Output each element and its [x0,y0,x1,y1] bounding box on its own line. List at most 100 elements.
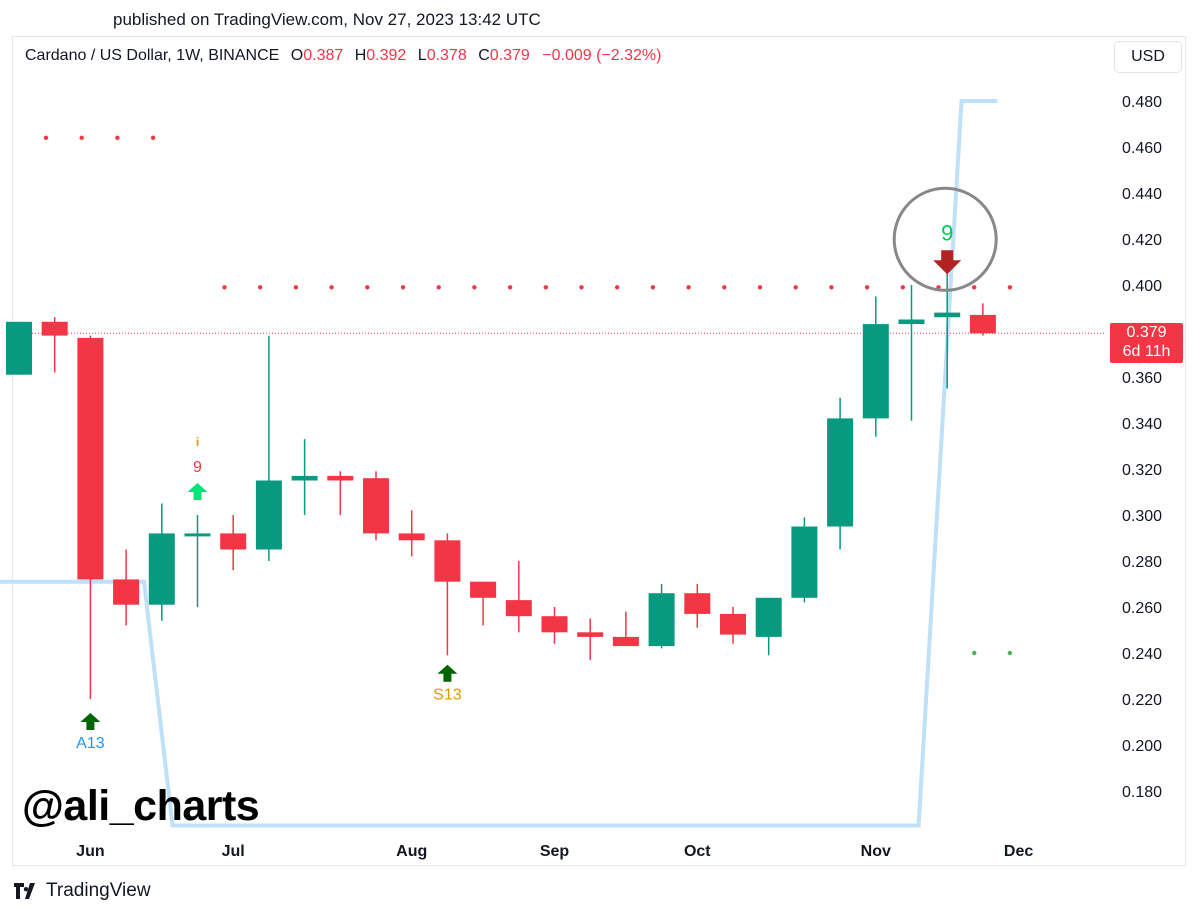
y-tick-label: 0.300 [1122,508,1162,525]
candle-body [684,593,711,614]
candle-body [934,312,961,318]
candle-body [969,314,996,334]
tdseq-level-dot [615,285,620,290]
bar-countdown: 6d 11h [1122,343,1171,360]
tdseq-level-dot [864,285,870,290]
buy-signal-arrow [187,483,208,500]
candle-body [77,337,104,580]
signal-label: S13 [433,687,462,704]
candle-body [827,418,854,527]
y-tick-label: 0.360 [1122,370,1162,387]
y-tick-label: 0.420 [1122,232,1162,249]
y-tick-label: 0.180 [1122,784,1162,801]
candle-body [398,533,425,541]
change-value: −0.009 (−2.32%) [542,47,662,64]
candle-body [6,321,32,375]
tdseq-level-dot [436,285,441,290]
y-tick-label: 0.200 [1122,738,1162,755]
tdseq-level-dot [686,285,691,290]
last-price-value: 0.379 [1126,324,1167,341]
x-tick-label: Jul [222,843,245,860]
tdseq-level-dot [972,650,977,656]
buy-signal-arrow [437,664,458,682]
candle-body [363,478,389,534]
tradingview-brand-text: TradingView [46,880,151,901]
last-price-tag: 0.379 6d 11h [1110,323,1183,363]
tdseq-level-dot [650,285,656,290]
y-tick-label: 0.460 [1122,140,1162,157]
tdseq-level-dot [900,285,905,290]
candle-body [291,475,318,481]
signal-count-label: 9 [193,459,202,476]
y-tick-label: 0.480 [1122,94,1162,111]
tdseq-level-dot [1007,650,1013,656]
candle-body [541,616,568,633]
tdseq-level-dot [757,285,763,290]
tdseq-level-dot [79,135,84,140]
signal-info-mark: i [196,435,199,449]
tdseq-level-dot [115,135,120,140]
tdseq-level-dot [472,285,477,290]
candle-body [470,581,497,598]
symbol-title: Cardano / US Dollar, 1W, BINANCE [25,47,280,64]
tdseq-level-dot [258,285,263,290]
candle-body [220,533,247,550]
low-label: L [417,47,427,64]
tdseq-level-dot [543,285,548,290]
candle-body [791,526,818,598]
tdseq-level-dot [1007,285,1013,290]
tdseq-level-dot [579,285,584,290]
y-tick-label: 0.260 [1122,600,1162,617]
tdseq-level-dot [43,135,49,140]
tdseq-level-dot [793,285,798,290]
signal-count-label: 9 [941,220,953,245]
candle-body [505,600,532,617]
ohlc-legend: Cardano / US Dollar, 1W, BINANCE O0.387 … [25,47,661,65]
candle-body [434,540,461,582]
sell-signal-arrow [933,250,962,275]
open-label: O [290,47,304,64]
tdseq-level-dot [365,285,370,290]
author-watermark: @ali_charts [22,782,260,830]
candle-body [577,632,604,637]
signal-label: A13 [76,735,105,752]
tdseq-level-dot [722,285,727,290]
high-label: H [354,47,367,64]
y-tick-label: 0.280 [1122,554,1162,571]
candle-body [862,324,889,419]
tdseq-level-dot [507,285,513,290]
candle-body [898,319,925,325]
x-tick-label: Oct [684,843,711,860]
currency-button[interactable]: USD [1114,41,1182,73]
candle-body [720,613,746,635]
close-label: C [478,47,490,64]
y-tick-label: 0.240 [1122,646,1162,663]
tradingview-logo-icon [14,883,35,899]
candle-body [755,597,782,637]
candle-body [255,480,282,550]
open-value: 0.387 [303,47,344,64]
tdseq-level-dot [222,285,227,290]
low-value: 0.378 [426,47,467,64]
x-tick-label: Nov [861,843,891,860]
candle-body [148,533,175,605]
close-value: 0.379 [489,47,530,64]
tdseq-level-dot [329,285,334,290]
tradingview-logo[interactable]: TradingView [14,880,151,902]
tdseq-level-dot [829,285,834,290]
tdseq-level-dot [972,285,977,290]
tdseq-level-dot [150,135,156,140]
x-tick-label: Aug [396,843,427,860]
candle-body [41,321,68,336]
y-tick-label: 0.400 [1122,278,1162,295]
y-tick-label: 0.220 [1122,692,1162,709]
buy-signal-arrow [80,713,101,730]
candle-body [113,579,140,605]
candle-body [184,533,211,537]
y-tick-label: 0.440 [1122,186,1162,203]
y-tick-label: 0.320 [1122,462,1162,479]
candle-body [648,593,675,647]
y-tick-label: 0.340 [1122,416,1162,433]
chart-frame[interactable] [12,36,1186,866]
